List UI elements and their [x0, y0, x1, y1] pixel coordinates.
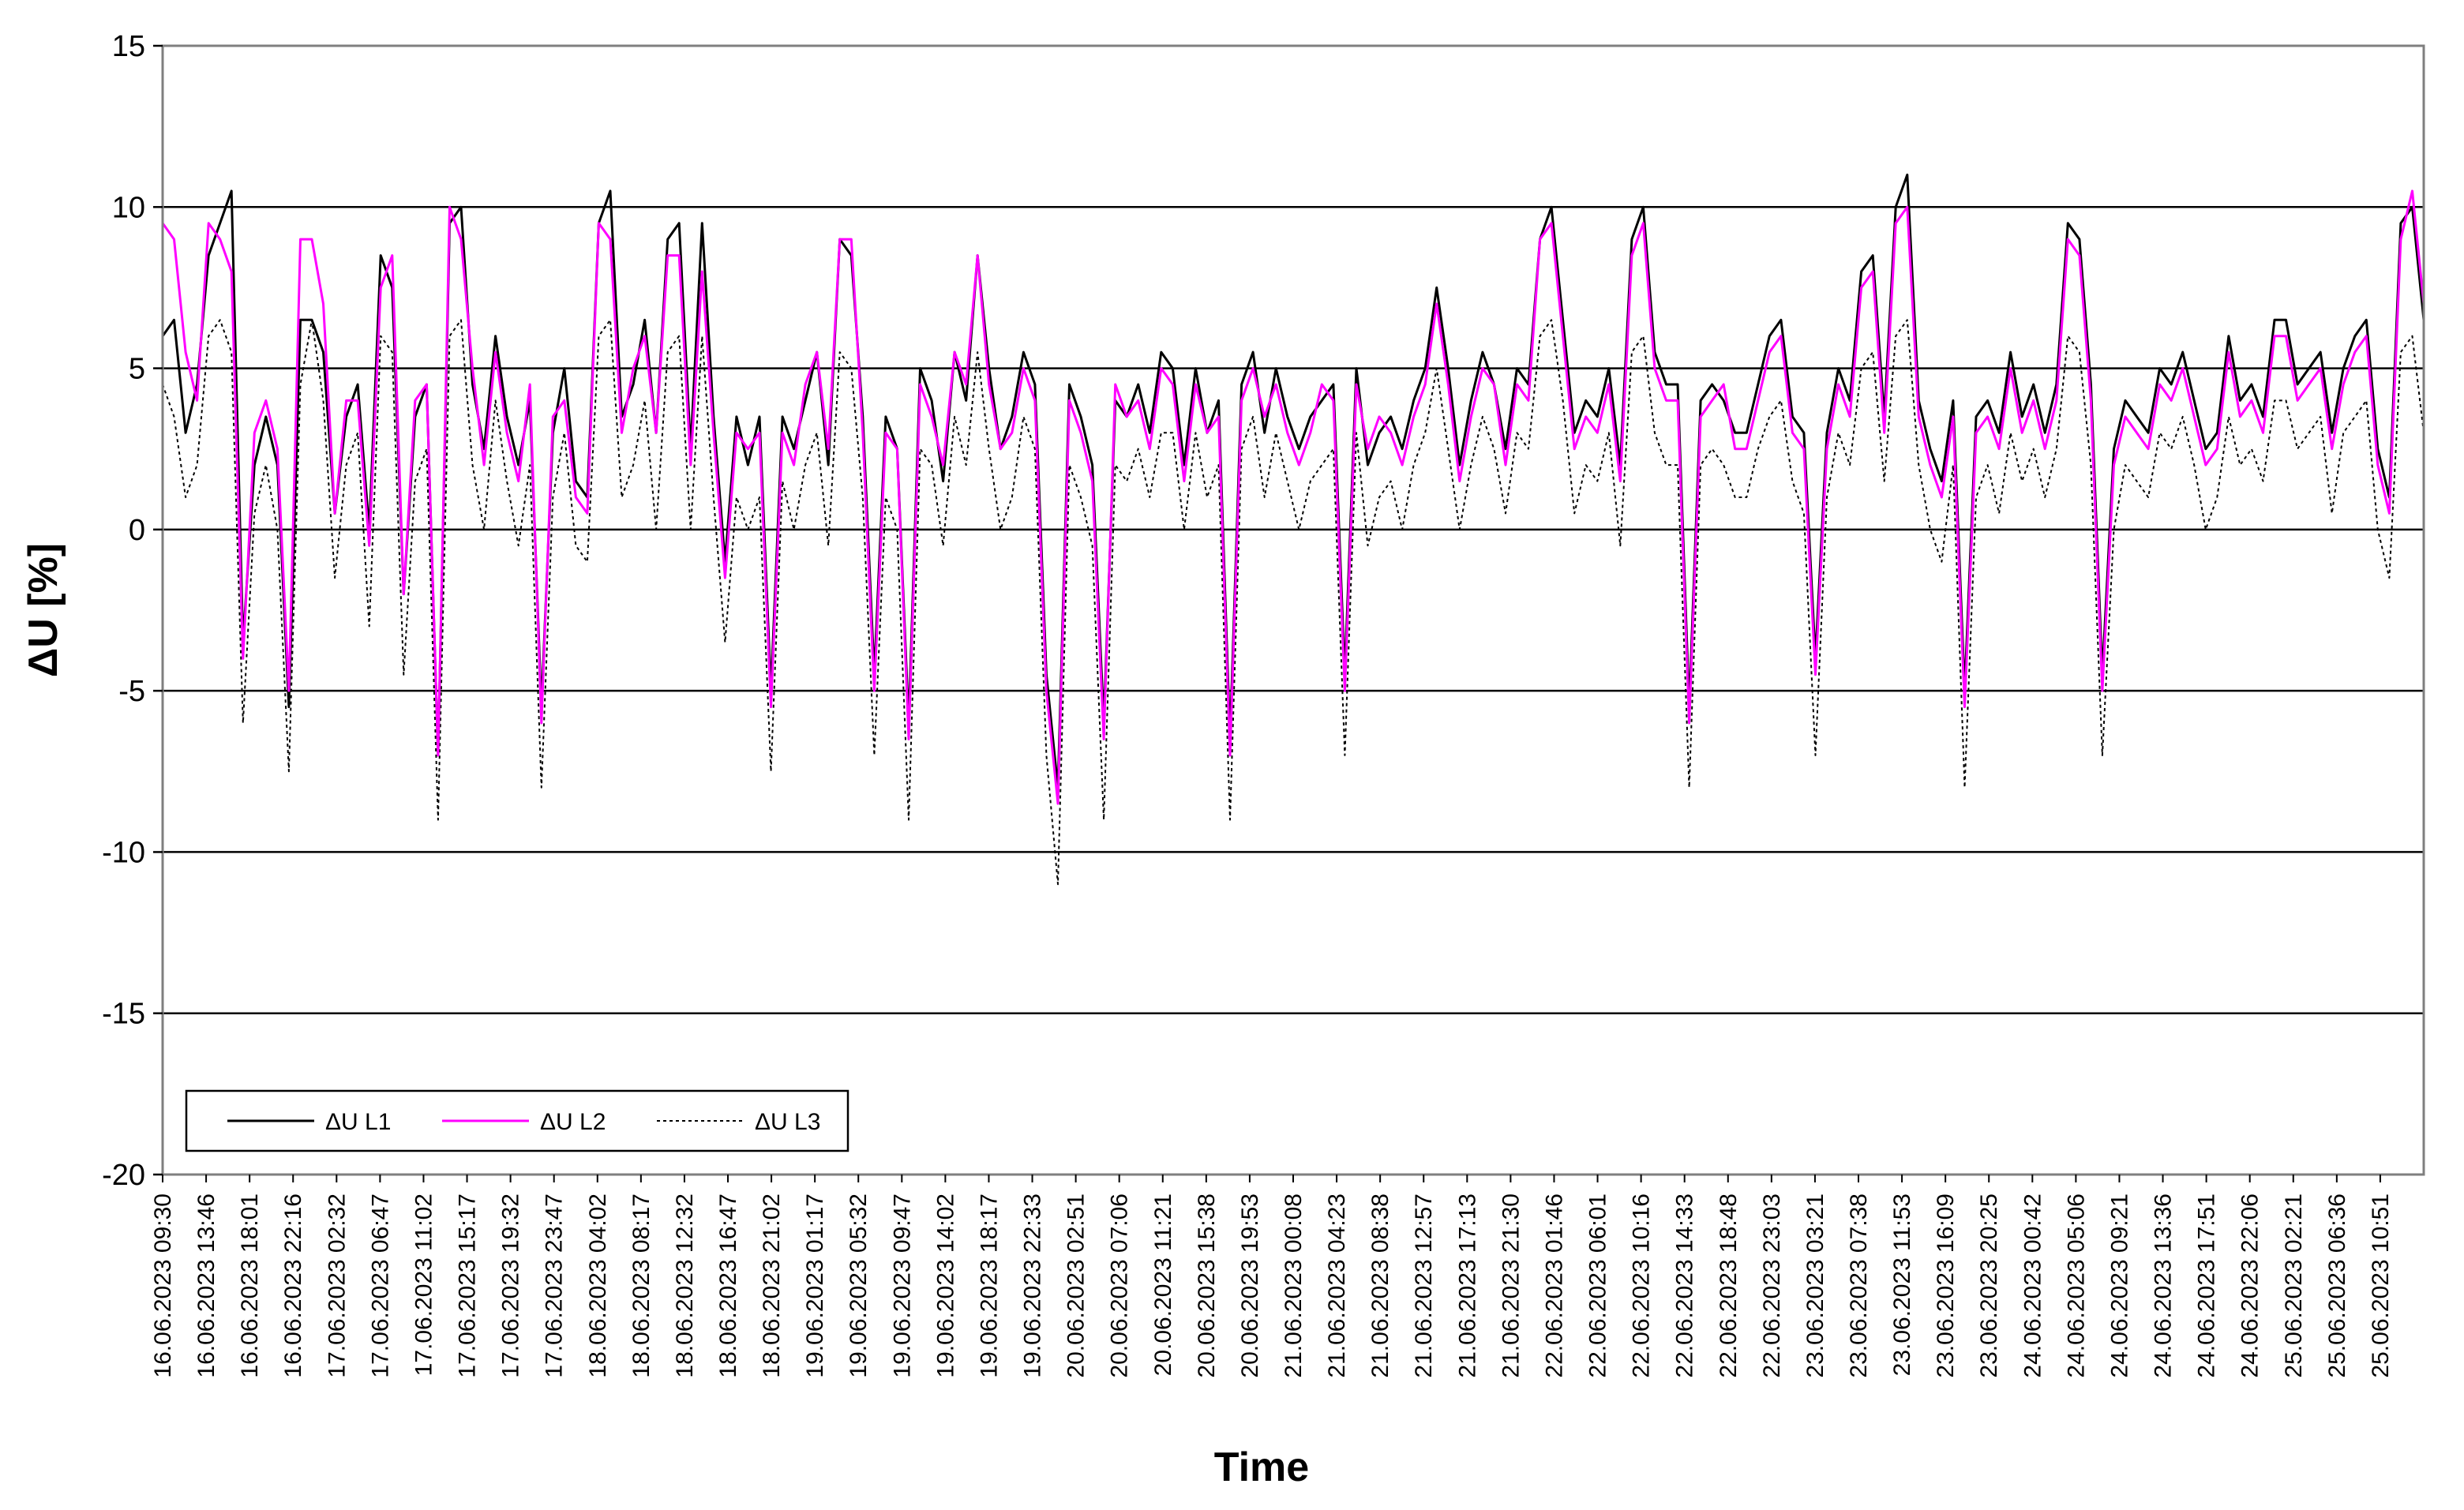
- x-tick-label: 16.06.2023 22:16: [280, 1193, 306, 1378]
- x-tick-label: 25.06.2023 02:21: [2281, 1193, 2307, 1378]
- x-tick-label: 22.06.2023 18:48: [1716, 1193, 1742, 1378]
- x-tick-label: 20.06.2023 02:51: [1063, 1193, 1089, 1378]
- x-tick-label: 24.06.2023 00:42: [2020, 1193, 2046, 1378]
- x-tick-label: 23.06.2023 07:38: [1846, 1193, 1872, 1378]
- x-tick-label: 19.06.2023 18:17: [976, 1193, 1002, 1378]
- x-tick-label: 21.06.2023 00:08: [1281, 1193, 1307, 1378]
- x-tick-label: 18.06.2023 21:02: [759, 1193, 785, 1378]
- series-lines: [161, 173, 2425, 886]
- x-tick-label: 18.06.2023 08:17: [628, 1193, 654, 1378]
- x-tick-label: 17.06.2023 06:47: [367, 1193, 393, 1378]
- x-tick-label: 22.06.2023 01:46: [1541, 1193, 1567, 1378]
- x-tick-label: 16.06.2023 13:46: [193, 1193, 219, 1378]
- x-tick-label: 22.06.2023 23:03: [1759, 1193, 1785, 1378]
- x-tick-label: 23.06.2023 20:25: [1976, 1193, 2002, 1378]
- x-tick-label: 20.06.2023 19:53: [1237, 1193, 1263, 1378]
- x-tick-label: 17.06.2023 23:47: [542, 1193, 568, 1378]
- x-tick-label: 20.06.2023 15:38: [1194, 1193, 1220, 1378]
- x-tick-label: 17.06.2023 15:17: [455, 1193, 481, 1378]
- plot-area-frame: [161, 44, 2425, 1176]
- y-axis-label: ΔU [%]: [21, 543, 66, 677]
- x-tick-label: 18.06.2023 04:02: [585, 1193, 611, 1378]
- x-tick-label: 24.06.2023 13:36: [2151, 1193, 2177, 1378]
- x-tick-label: 16.06.2023 09:30: [150, 1193, 176, 1378]
- series-line-3: [162, 319, 2425, 886]
- x-tick-label: 18.06.2023 16:47: [715, 1193, 741, 1378]
- x-tick-label: 17.06.2023 11:02: [411, 1193, 437, 1376]
- x-axis-ticks: 16.06.2023 09:30 16.06.2023 13:46 16.06.20…: [150, 1175, 2394, 1378]
- x-tick-label: 19.06.2023 22:33: [1020, 1193, 1046, 1378]
- x-tick-label: 19.06.2023 14:02: [932, 1193, 958, 1378]
- y-tick-label: 15: [112, 30, 145, 63]
- y-tick-label: 0: [129, 514, 145, 547]
- x-tick-label: 22.06.2023 06:01: [1585, 1193, 1611, 1378]
- legend-label-3: ΔU L3: [755, 1109, 820, 1135]
- y-axis-ticks: -20 -15 -10 -5 0 5 10 15: [102, 30, 163, 1192]
- x-tick-label: 23.06.2023 11:53: [1889, 1193, 1915, 1376]
- x-tick-label: 18.06.2023 12:32: [672, 1193, 698, 1378]
- series-line-2: [161, 189, 2425, 805]
- x-tick-label: 24.06.2023 17:51: [2194, 1193, 2220, 1378]
- y-tick-label: -15: [102, 998, 145, 1031]
- x-axis-label: Time: [1214, 1444, 1309, 1490]
- x-tick-label: 19.06.2023 09:47: [889, 1193, 915, 1378]
- x-tick-label: 23.06.2023 16:09: [1933, 1193, 1959, 1378]
- y-tick-label: 5: [129, 353, 145, 386]
- x-tick-label: 20.06.2023 07:06: [1107, 1193, 1133, 1378]
- legend-label-2: ΔU L2: [540, 1109, 606, 1135]
- x-tick-label: 24.06.2023 05:06: [2063, 1193, 2089, 1378]
- legend-label-1: ΔU L1: [325, 1109, 391, 1135]
- y-tick-label: -5: [118, 675, 145, 708]
- x-tick-label: 24.06.2023 22:06: [2237, 1193, 2263, 1378]
- x-tick-label: 25.06.2023 06:36: [2324, 1193, 2350, 1378]
- y-tick-label: -20: [102, 1159, 145, 1192]
- x-tick-label: 19.06.2023 05:32: [846, 1193, 872, 1378]
- series-line-1: [161, 173, 2425, 789]
- x-tick-label: 16.06.2023 18:01: [237, 1193, 263, 1378]
- x-tick-label: 19.06.2023 01:17: [802, 1193, 828, 1378]
- x-tick-label: 21.06.2023 21:30: [1498, 1193, 1524, 1378]
- x-tick-label: 17.06.2023 19:32: [498, 1193, 524, 1378]
- y-tick-label: -10: [102, 836, 145, 869]
- x-tick-label: 21.06.2023 08:38: [1367, 1193, 1393, 1378]
- x-tick-label: 17.06.2023 02:32: [324, 1193, 350, 1378]
- x-tick-label: 22.06.2023 14:33: [1672, 1193, 1698, 1378]
- x-tick-label: 21.06.2023 17:13: [1454, 1193, 1480, 1378]
- x-tick-label: 20.06.2023 11:21: [1150, 1193, 1176, 1376]
- y-tick-label: 10: [112, 191, 145, 224]
- x-tick-label: 22.06.2023 10:16: [1629, 1193, 1655, 1378]
- x-tick-label: 23.06.2023 03:21: [1802, 1193, 1828, 1378]
- x-tick-label: 21.06.2023 12:57: [1411, 1193, 1437, 1378]
- x-tick-label: 25.06.2023 10:51: [2368, 1193, 2394, 1378]
- x-tick-label: 24.06.2023 09:21: [2106, 1193, 2132, 1378]
- x-tick-label: 21.06.2023 04:23: [1324, 1193, 1350, 1378]
- legend: ΔU L1 ΔU L2 ΔU L3: [185, 1089, 849, 1152]
